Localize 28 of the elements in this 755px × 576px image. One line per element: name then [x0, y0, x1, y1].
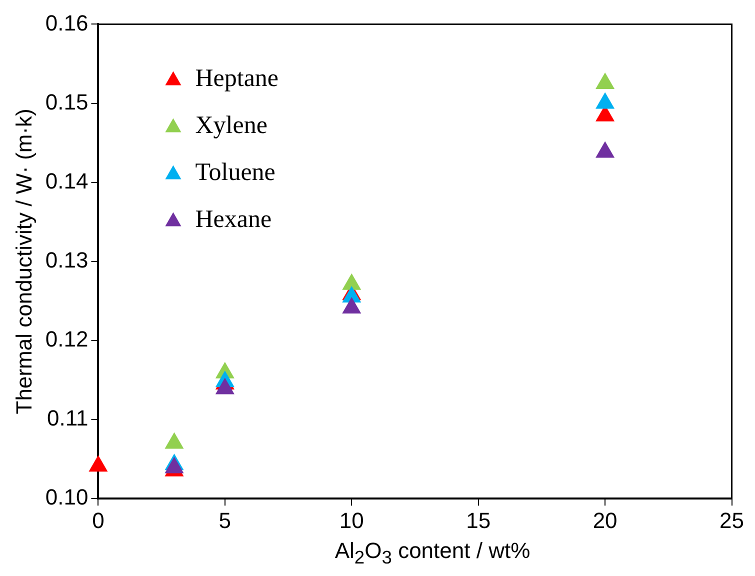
point: [88, 455, 108, 472]
legend-label: Hexane: [195, 206, 272, 233]
y-tick-label: 0.12: [45, 326, 88, 352]
point: [596, 141, 615, 158]
y-axis-title: Thermal conductivity / W· (m·k): [11, 108, 36, 414]
legend-label: Toluene: [195, 158, 276, 186]
point: [342, 273, 362, 290]
point: [164, 456, 184, 474]
y-tick-label: 0.13: [45, 247, 88, 272]
x-axis-title: Al$_{2}$O$_{3}$ content / wt%: [334, 538, 532, 568]
x-tick-label: 20: [592, 508, 618, 533]
point: [215, 378, 234, 394]
point: [596, 92, 615, 109]
x-tick-label: 0: [92, 508, 104, 533]
x-tick-label: 10: [339, 508, 364, 533]
legend-label: Heptane: [195, 64, 279, 92]
y-tick-label: 0.15: [45, 89, 88, 114]
x-tick-label: 5: [218, 508, 232, 533]
x-tick-label: 25: [720, 508, 744, 533]
y-tick-label: 0.11: [47, 406, 88, 431]
y-tick-label: 0.10: [45, 484, 88, 510]
x-tick-label: 15: [466, 508, 491, 533]
y-tick-label: 0.16: [45, 10, 88, 36]
y-tick-label: 0.14: [45, 168, 88, 194]
point: [596, 72, 615, 89]
point: [342, 297, 362, 314]
point: [164, 432, 184, 449]
legend-label: Xylene: [195, 112, 268, 139]
